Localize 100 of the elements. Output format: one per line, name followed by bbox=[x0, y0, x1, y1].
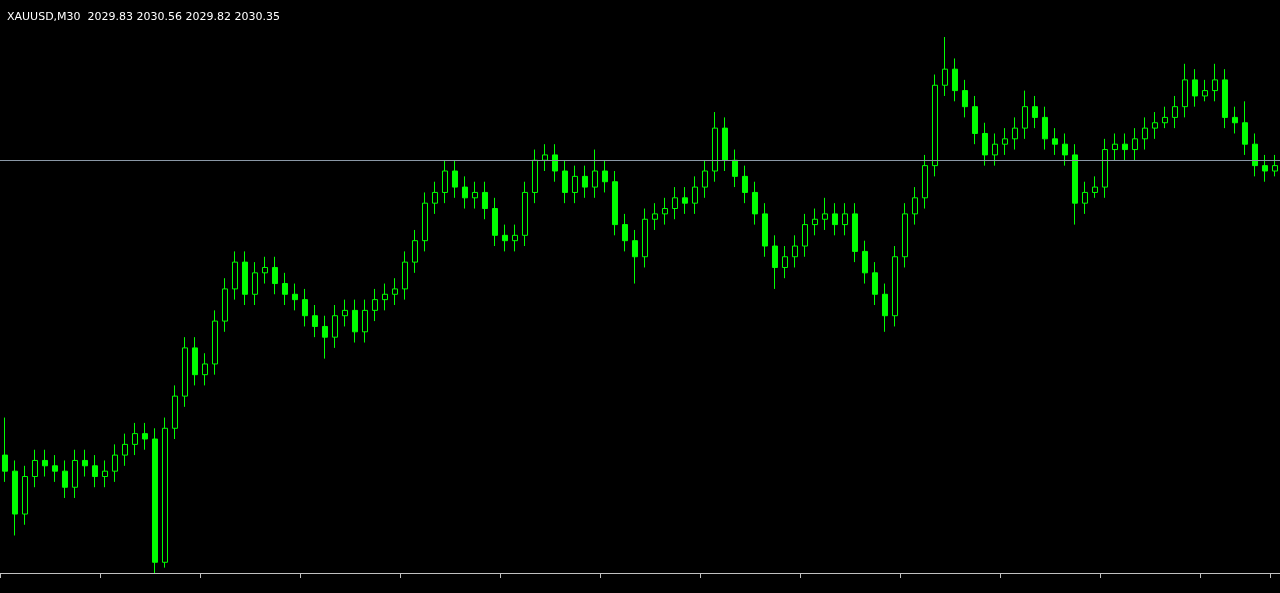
candlestick bbox=[142, 422, 148, 451]
candlestick bbox=[632, 229, 638, 285]
candlestick bbox=[1042, 106, 1048, 151]
candlestick bbox=[112, 443, 118, 483]
candlestick bbox=[902, 202, 908, 268]
candlestick bbox=[752, 181, 758, 226]
candlestick bbox=[182, 336, 188, 408]
candlestick bbox=[842, 202, 848, 236]
candlestick bbox=[722, 116, 728, 172]
candlestick bbox=[422, 191, 428, 252]
candlestick bbox=[42, 449, 48, 478]
candlestick bbox=[312, 304, 318, 338]
candlestick bbox=[392, 277, 398, 306]
candlestick bbox=[772, 234, 778, 290]
candlestick bbox=[222, 277, 228, 333]
candlestick bbox=[472, 181, 478, 210]
candlestick bbox=[1032, 95, 1038, 129]
candlestick bbox=[382, 283, 388, 311]
candlestick bbox=[1082, 181, 1088, 215]
candlestick bbox=[1222, 68, 1228, 129]
candlestick bbox=[322, 315, 328, 360]
candlestick bbox=[242, 250, 248, 306]
candlestick bbox=[122, 433, 128, 467]
candlestick bbox=[742, 165, 748, 204]
candlestick bbox=[212, 309, 218, 376]
candlestick bbox=[292, 283, 298, 311]
candlestick bbox=[1022, 90, 1028, 140]
candlestick bbox=[1202, 79, 1208, 102]
candlestick bbox=[32, 449, 38, 488]
candlestick bbox=[662, 197, 668, 226]
candlestick bbox=[602, 159, 608, 193]
candlestick bbox=[22, 465, 28, 526]
candlestick bbox=[302, 288, 308, 327]
candlestick bbox=[512, 224, 518, 252]
candlestick bbox=[982, 122, 988, 167]
candlestick bbox=[432, 181, 438, 215]
candlestick bbox=[1062, 132, 1068, 167]
candlestick bbox=[52, 454, 58, 483]
candlestick bbox=[362, 299, 368, 344]
candlestick bbox=[1162, 106, 1168, 129]
candlestick bbox=[1102, 138, 1108, 199]
candlestick bbox=[952, 57, 958, 102]
candlestick bbox=[352, 299, 358, 344]
candlestick bbox=[712, 111, 718, 183]
candlestick bbox=[1182, 63, 1188, 118]
candlestick bbox=[162, 417, 168, 569]
candlestick bbox=[12, 459, 18, 536]
candlestick bbox=[1132, 127, 1138, 161]
candlestick bbox=[372, 288, 378, 322]
candlestick bbox=[552, 143, 558, 183]
candlestick bbox=[1262, 154, 1268, 183]
candlestick bbox=[462, 175, 468, 210]
candlestick bbox=[1122, 132, 1128, 161]
candlestick bbox=[762, 202, 768, 258]
candlestick bbox=[592, 149, 598, 199]
candlestick bbox=[452, 159, 458, 199]
candlestick bbox=[912, 186, 918, 226]
candlestick bbox=[522, 181, 528, 247]
candlestick bbox=[502, 224, 508, 252]
candlestick bbox=[1002, 127, 1008, 156]
candlestick bbox=[562, 159, 568, 204]
candlestick bbox=[1242, 100, 1248, 156]
candlestick bbox=[672, 186, 678, 220]
candlestick bbox=[882, 283, 888, 333]
candlestick bbox=[442, 159, 448, 204]
candlestick bbox=[1012, 116, 1018, 151]
candlestick bbox=[542, 143, 548, 172]
candlestick bbox=[342, 299, 348, 327]
candlestick bbox=[262, 256, 268, 285]
candlestick bbox=[332, 304, 338, 349]
candlestick bbox=[82, 449, 88, 478]
candlestick bbox=[92, 454, 98, 488]
candlestick bbox=[1112, 132, 1118, 161]
candlestick bbox=[192, 336, 198, 386]
candlestick bbox=[412, 229, 418, 274]
candlestick bbox=[642, 208, 648, 268]
candlestick bbox=[1232, 106, 1238, 134]
candlestick bbox=[682, 186, 688, 215]
candlestick bbox=[532, 149, 538, 204]
candlestick bbox=[622, 213, 628, 252]
candlestick bbox=[1052, 127, 1058, 156]
candlestick bbox=[932, 74, 938, 177]
candlestick bbox=[782, 245, 788, 279]
candlestick bbox=[1152, 111, 1158, 140]
chart-title: XAUUSD,M30 2029.83 2030.56 2029.82 2030.35 bbox=[7, 10, 281, 23]
candlestick bbox=[282, 272, 288, 306]
candlestick bbox=[732, 149, 738, 188]
candlestick bbox=[862, 240, 868, 285]
candlestick bbox=[802, 213, 808, 258]
candlestick bbox=[62, 459, 68, 499]
candlestick bbox=[972, 95, 978, 145]
candlestick bbox=[1172, 95, 1178, 129]
candlestick bbox=[962, 79, 968, 118]
candlestick bbox=[482, 181, 488, 220]
candlestick bbox=[692, 175, 698, 215]
candlestick bbox=[832, 202, 838, 236]
candlestick bbox=[1192, 68, 1198, 108]
candlestick bbox=[1272, 154, 1278, 177]
candlestick bbox=[172, 384, 178, 440]
candlestick bbox=[822, 197, 828, 231]
